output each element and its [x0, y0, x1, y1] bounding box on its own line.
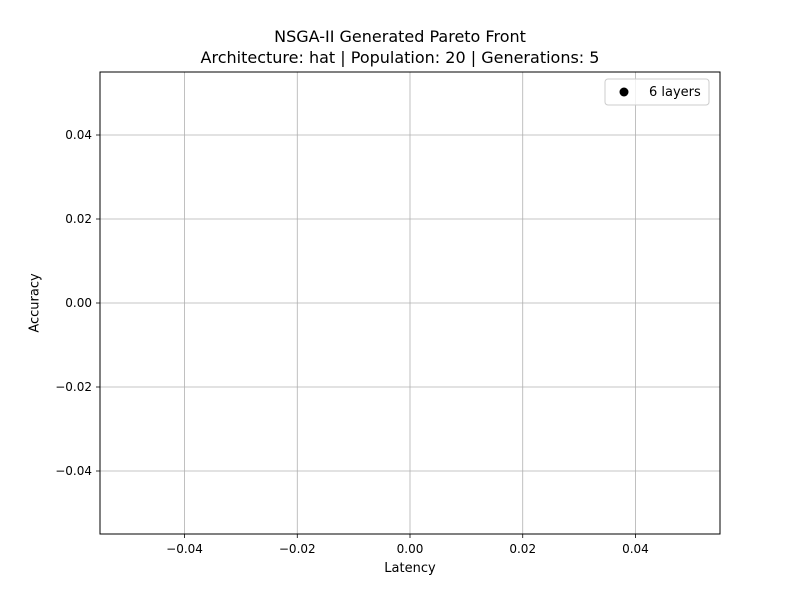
x-tick-label: −0.04 — [166, 542, 203, 556]
grid-layer — [100, 72, 720, 534]
x-tick-label: 0.00 — [397, 542, 424, 556]
y-tick-label: −0.02 — [55, 380, 92, 394]
legend-marker — [619, 87, 629, 97]
y-tick-label: −0.04 — [55, 464, 92, 478]
chart-subtitle: Architecture: hat | Population: 20 | Gen… — [200, 48, 600, 67]
legend: 6 layers — [604, 78, 710, 106]
chart-title: NSGA-II Generated Pareto Front — [274, 27, 526, 46]
y-tick-label: 0.00 — [65, 296, 92, 310]
y-tick-label: 0.04 — [65, 128, 92, 142]
ticks-layer: −0.04 −0.02 0.00 0.02 0.04 −0.04 −0.02 0.00 0.02… — [55, 128, 649, 556]
x-axis-label: Latency — [0, 561, 800, 576]
x-tick-label: 0.04 — [622, 542, 649, 556]
legend-label: 6 layers — [649, 85, 701, 100]
x-tick-label: 0.02 — [509, 542, 536, 556]
legend-box — [604, 78, 710, 106]
x-axis-label-text: Latency — [384, 561, 436, 576]
y-tick-label: 0.02 — [65, 212, 92, 226]
y-axis-label: Accuracy — [27, 273, 43, 333]
x-tick-label: −0.02 — [279, 542, 316, 556]
